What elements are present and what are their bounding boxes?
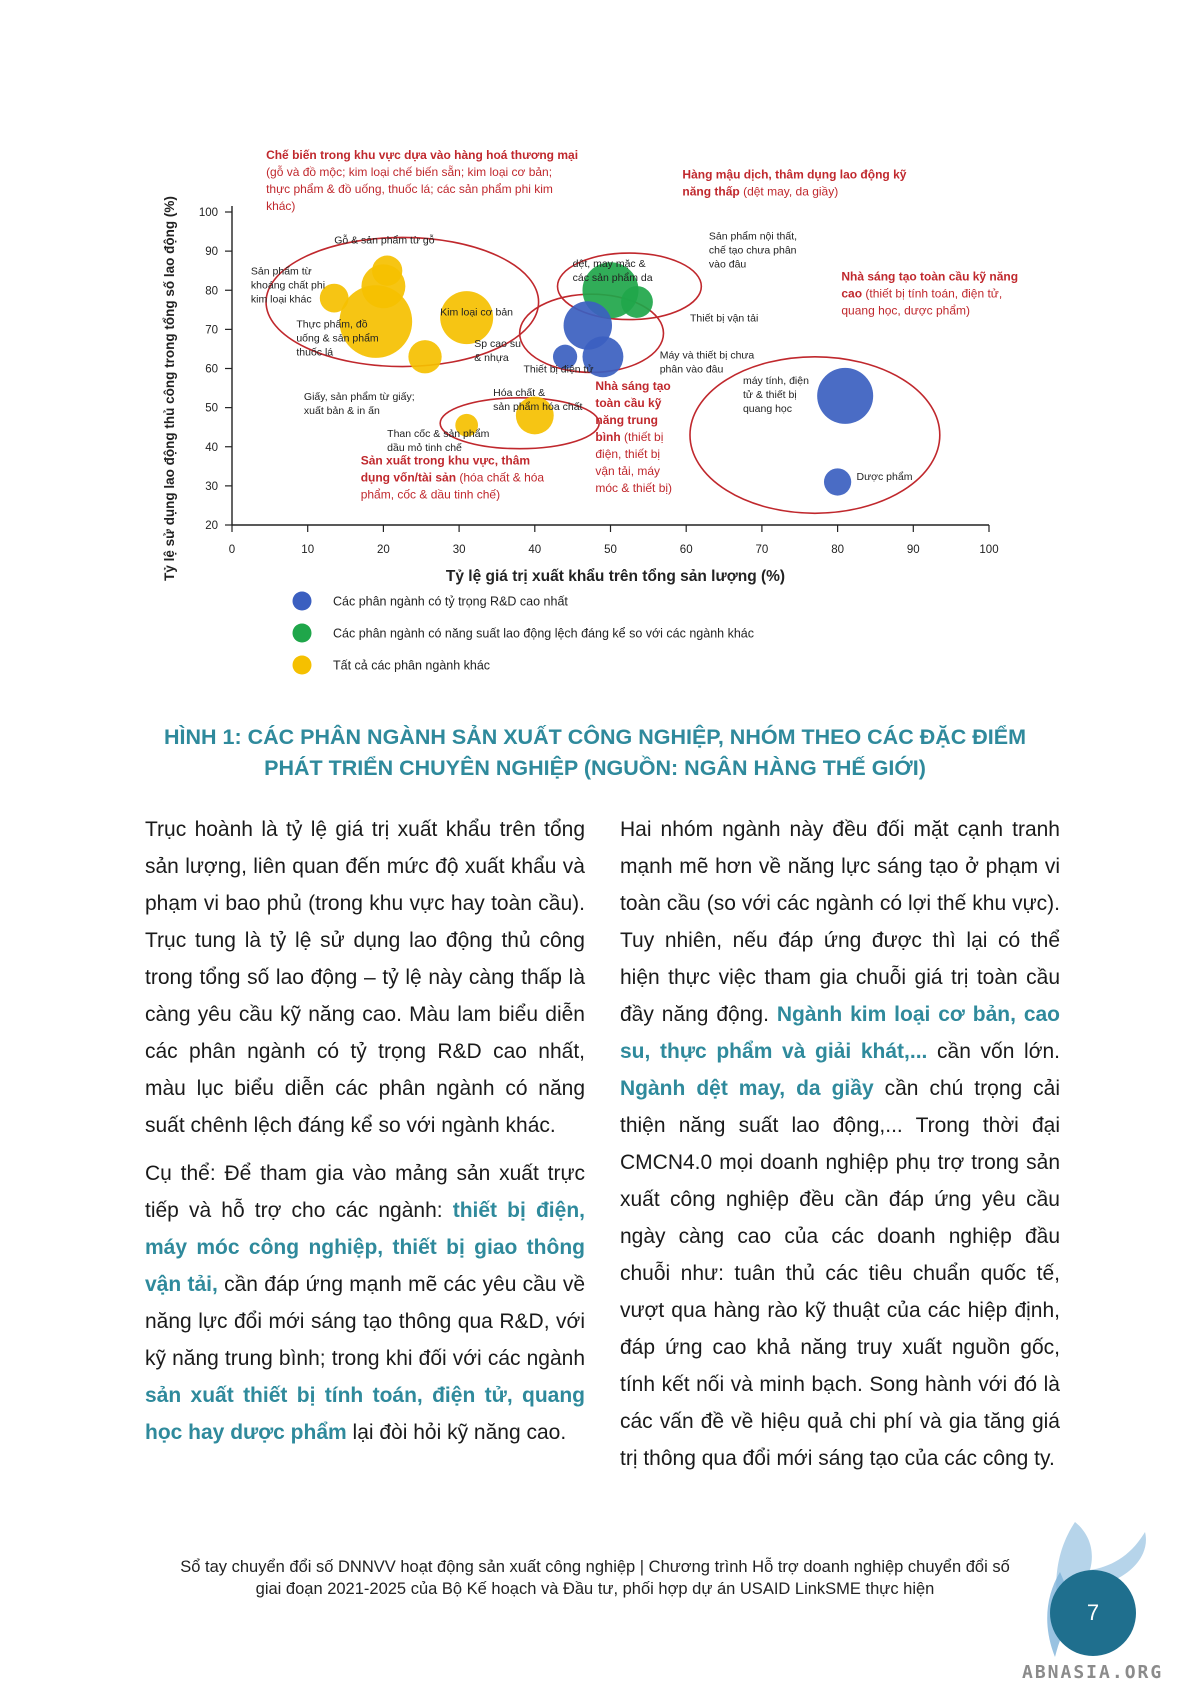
cluster-ellipse — [689, 355, 941, 515]
bubble-label: Thực phẩm, đồ uống & sản phẩm thuốc lá — [296, 318, 379, 358]
x-tick-label: 30 — [453, 544, 466, 556]
legend-marker — [292, 623, 312, 643]
highlight-medium-skill-sectors: thiết bị điện, máy móc công nghiệp, thiế… — [145, 1199, 585, 1296]
data-bubble-blue — [817, 367, 874, 424]
paragraph-competition: Hai nhóm ngành này đều đối mặt cạnh tran… — [620, 818, 1061, 1470]
group-annotation: Sản xuất trong khu vực, thâm dụng vốn/tài… — [361, 453, 545, 501]
group-annotation: Hàng mậu dịch, thâm dụng lao động kỹ năng… — [682, 168, 906, 199]
paragraph-specific: Cụ thể: Để tham gia vào mảng sản xuất tr… — [145, 1162, 585, 1444]
bubble-label: Sp cao su & nhựa — [474, 338, 521, 364]
cluster-ellipse — [439, 397, 600, 450]
bubble-label: Thiết bị vận tải — [690, 313, 758, 325]
caption-line-1: HÌNH 1: CÁC PHÂN NGÀNH SẢN XUẤT CÔNG NGH… — [163, 725, 1027, 749]
cluster-ellipse — [265, 236, 540, 368]
data-bubble-green — [621, 286, 653, 318]
y-tick-label: 90 — [205, 246, 218, 258]
bubble-label: Giấy, sản phẩm từ giấy; xuất bản & in ấn — [304, 391, 415, 417]
figure-caption: HÌNH 1: CÁC PHÂN NGÀNH SẢN XUẤT CÔNG NGH… — [130, 722, 1060, 784]
data-bubble-yellow — [515, 396, 554, 435]
bubble-label: dệt, may mặc & các sản phẩm da — [573, 258, 653, 284]
bubble-label: Gỗ & sản phẩm từ gỗ — [334, 233, 435, 246]
y-tick-label: 30 — [205, 481, 218, 493]
legend-label: Các phân ngành có năng suất lao động lệc… — [333, 627, 754, 641]
highlight-textile-sectors: Ngành dệt may, da giầy — [620, 1077, 874, 1100]
x-tick-label: 40 — [528, 544, 541, 556]
x-tick-label: 50 — [604, 544, 617, 556]
y-tick-label: 20 — [205, 520, 218, 532]
highlight-high-skill-sectors: sản xuất thiết bị tính toán, điện tử, qu… — [145, 1384, 585, 1444]
bubble-label: Sản phẩm từ khoáng chất phi kim loại khác — [251, 266, 325, 306]
data-bubble-yellow — [339, 285, 413, 358]
y-axis-label: Tỷ lệ sử dụng lao động thủ công trong tổ… — [162, 196, 177, 581]
page-number-badge: 7 — [1050, 1570, 1136, 1656]
bubble-chart: 0 10 20 30 40 50 60 70 80 90 100 20 30 40 50 60 70 80 90 10… — [162, 148, 1018, 675]
data-bubble-blue — [582, 336, 624, 378]
legend-label: Các phân ngành có tỷ trọng R&D cao nhất — [333, 595, 568, 609]
text-column-right: Hai nhóm ngành này đều đối mặt cạnh tran… — [620, 811, 1060, 1488]
paragraph-axes-explanation: Trục hoành là tỷ lệ giá trị xuất khẩu tr… — [145, 818, 585, 1137]
bubble-label: máy tính, điện tử & thiết bị quang học — [743, 375, 809, 415]
cluster-ellipse — [556, 252, 703, 321]
text-column-left: Trục hoành là tỷ lệ giá trị xuất khẩu tr… — [145, 811, 585, 1462]
data-bubble-yellow — [319, 283, 349, 313]
watermark-text: ABNASIA.ORG — [1022, 1662, 1164, 1683]
bubble-label: Kim loại cơ bản — [440, 307, 513, 319]
y-tick-label: 50 — [205, 403, 218, 415]
bubble-label: Thiết bị điện tử — [523, 363, 593, 375]
bubble-label: Hóa chất & sản phẩm hóa chất — [493, 387, 582, 413]
footer-line-1: Sổ tay chuyển đổi số DNNVV hoạt động sản… — [180, 1558, 1010, 1576]
x-tick-label: 10 — [301, 544, 314, 556]
data-bubble-yellow — [440, 291, 494, 345]
page-footer: Sổ tay chuyển đổi số DNNVV hoạt động sản… — [130, 1556, 1060, 1600]
x-tick-label: 80 — [831, 544, 844, 556]
legend-label: Tất cả các phân ngành khác — [333, 659, 490, 673]
x-tick-label: 70 — [756, 544, 769, 556]
data-bubble-yellow — [455, 413, 479, 437]
bubble-label: Máy và thiết bị chưa phân vào đâu — [660, 350, 755, 376]
legend-marker — [292, 655, 312, 675]
bubble-label: Dược phẩm — [857, 471, 913, 483]
y-tick-label: 60 — [205, 364, 218, 376]
data-bubble-yellow — [408, 340, 442, 374]
highlight-capital-sectors: Ngành kim loại cơ bản, cao su, thực phẩm… — [620, 1003, 1061, 1063]
caption-line-2: PHÁT TRIỂN CHUYÊN NGHIỆP (NGUỒN: NGÂN HÀ… — [264, 756, 926, 780]
bubble-label: Than cốc & sản phẩm dầu mỏ tinh chế — [387, 428, 489, 454]
y-tick-label: 40 — [205, 442, 218, 454]
y-tick-label: 100 — [199, 207, 218, 219]
x-tick-label: 0 — [229, 544, 235, 556]
x-tick-label: 90 — [907, 544, 920, 556]
group-annotation: Nhà sáng tạo toàn cầu kỹ năng trung bình (t… — [595, 379, 672, 495]
group-annotation: Chế biến trong khu vực dựa vào hàng hoá … — [266, 148, 578, 213]
footer-line-2: giai đoạn 2021-2025 của Bộ Kế hoạch và Đ… — [255, 1580, 935, 1598]
data-bubble-blue — [823, 468, 852, 496]
x-tick-label: 100 — [979, 544, 998, 556]
group-annotation: Nhà sáng tạo toàn cầu kỹ năng cao (thiết … — [841, 269, 1018, 317]
legend-marker — [292, 591, 312, 611]
x-tick-label: 20 — [377, 544, 390, 556]
bubble-label: Sản phẩm nội thất, chế tạo chưa phân vào đ… — [709, 230, 797, 270]
y-tick-label: 70 — [205, 324, 218, 336]
x-tick-label: 60 — [680, 544, 693, 556]
data-bubble-blue — [552, 344, 578, 369]
x-axis-label: Tỷ lệ giá trị xuất khẩu trên tổng sản lư… — [446, 568, 785, 585]
y-tick-label: 80 — [205, 285, 218, 297]
